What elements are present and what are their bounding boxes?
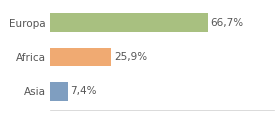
Bar xyxy=(50,48,111,66)
Bar xyxy=(50,82,68,101)
Bar xyxy=(50,13,208,32)
Text: 7,4%: 7,4% xyxy=(70,86,97,96)
Text: 25,9%: 25,9% xyxy=(114,52,147,62)
Text: 66,7%: 66,7% xyxy=(210,18,243,28)
